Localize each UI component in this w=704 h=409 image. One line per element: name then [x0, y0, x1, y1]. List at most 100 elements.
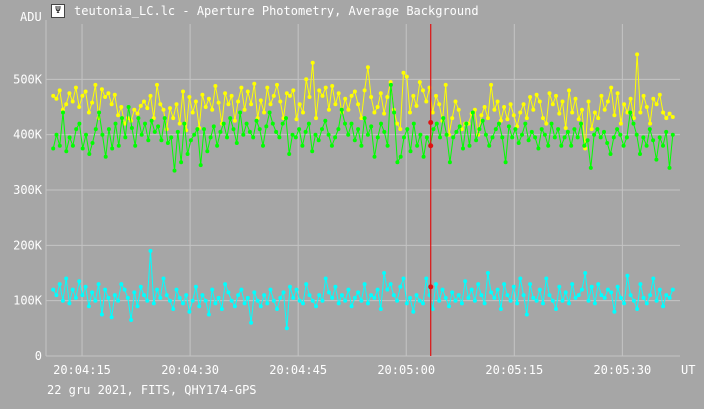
data-point-green	[185, 152, 190, 156]
data-point-cyan	[135, 304, 140, 309]
x-tick-label: 20:05:30	[593, 363, 651, 377]
data-point-cyan	[550, 298, 555, 303]
series-line-green	[52, 84, 674, 171]
data-point-green	[80, 146, 85, 151]
data-point-cyan	[443, 295, 448, 300]
data-point-cyan	[168, 298, 172, 303]
data-point-green	[444, 132, 449, 137]
data-point-yellow	[336, 91, 341, 96]
data-point-cyan	[489, 290, 494, 295]
data-point-yellow	[524, 116, 529, 121]
data-point-green	[234, 141, 239, 145]
data-point-cyan	[554, 307, 558, 311]
data-point-green	[621, 143, 626, 148]
data-point-cyan	[83, 284, 88, 289]
data-point-green	[546, 143, 551, 148]
data-point-cyan	[521, 293, 526, 298]
data-point-cyan	[239, 287, 244, 292]
data-point-green	[343, 121, 347, 126]
data-point-cyan	[576, 293, 581, 298]
data-point-green	[464, 121, 469, 126]
data-point-green	[398, 154, 403, 159]
data-point-yellow	[190, 110, 195, 115]
data-point-cyan	[612, 309, 617, 314]
data-point-yellow	[294, 117, 299, 122]
data-point-yellow	[567, 88, 571, 93]
data-point-yellow	[511, 113, 516, 118]
data-point-green	[274, 129, 279, 134]
data-point-yellow	[275, 82, 279, 87]
data-point-yellow	[372, 110, 377, 115]
data-point-yellow	[479, 113, 484, 118]
data-point-green	[385, 143, 390, 148]
data-point-yellow	[550, 102, 555, 107]
data-point-green	[477, 127, 482, 132]
data-point-yellow	[434, 93, 438, 98]
data-point-green	[93, 127, 98, 132]
data-point-green	[323, 118, 328, 123]
data-point-cyan	[223, 282, 228, 287]
data-point-green	[310, 149, 315, 154]
data-point-cyan	[99, 312, 104, 317]
data-point-cyan	[573, 295, 578, 300]
data-point-green	[87, 152, 92, 156]
data-point-cyan	[459, 301, 464, 306]
data-point-cyan	[60, 298, 65, 303]
data-point-cyan	[236, 293, 241, 298]
data-point-green	[608, 152, 613, 156]
data-point-cyan	[615, 284, 620, 289]
data-point-green	[261, 143, 265, 148]
data-point-cyan	[385, 287, 390, 292]
data-point-yellow	[417, 80, 422, 85]
data-point-cyan	[476, 282, 481, 287]
data-point-cyan	[193, 284, 198, 289]
data-point-green	[198, 163, 203, 168]
data-point-cyan	[625, 273, 630, 278]
data-point-cyan	[495, 287, 500, 292]
data-point-yellow	[408, 110, 412, 115]
data-point-cyan	[67, 301, 72, 306]
window-title: teutonia_LC.lc - Aperture Photometry, Av…	[74, 4, 479, 18]
data-point-green	[192, 132, 197, 137]
data-point-yellow	[628, 96, 633, 101]
data-point-yellow	[424, 99, 429, 104]
data-point-cyan	[654, 298, 659, 303]
data-point-yellow	[615, 91, 620, 96]
data-point-yellow	[135, 111, 140, 116]
data-point-green	[336, 127, 341, 132]
data-point-cyan	[184, 293, 189, 298]
data-point-green	[215, 143, 220, 148]
y-tick-label: 500K	[13, 72, 43, 86]
data-point-yellow	[307, 95, 312, 99]
data-point-cyan	[232, 304, 237, 309]
data-point-cyan	[73, 295, 78, 300]
data-point-green	[362, 116, 367, 121]
data-point-cyan	[456, 293, 461, 298]
data-point-yellow	[602, 107, 607, 112]
data-point-green	[67, 135, 72, 140]
data-point-cyan	[86, 304, 91, 309]
data-point-yellow	[161, 107, 166, 112]
data-point-cyan	[622, 301, 627, 306]
data-point-green	[182, 121, 187, 126]
data-point-yellow	[271, 93, 276, 98]
data-point-green	[562, 135, 567, 140]
data-point-cyan	[424, 276, 429, 281]
data-point-green	[523, 121, 528, 126]
data-point-cyan	[502, 282, 507, 287]
data-point-green	[257, 127, 262, 132]
data-point-cyan	[605, 287, 610, 292]
data-point-cyan	[560, 298, 565, 303]
data-point-yellow	[245, 89, 250, 94]
data-point-green	[454, 129, 459, 134]
data-point-cyan	[609, 290, 614, 295]
data-point-cyan	[70, 287, 75, 292]
data-point-green	[447, 160, 452, 165]
data-point-green	[103, 154, 108, 159]
data-point-cyan	[103, 287, 108, 292]
data-point-cyan	[317, 293, 322, 298]
data-point-cyan	[51, 287, 56, 292]
data-point-cyan	[119, 282, 124, 287]
data-point-green	[549, 121, 554, 126]
